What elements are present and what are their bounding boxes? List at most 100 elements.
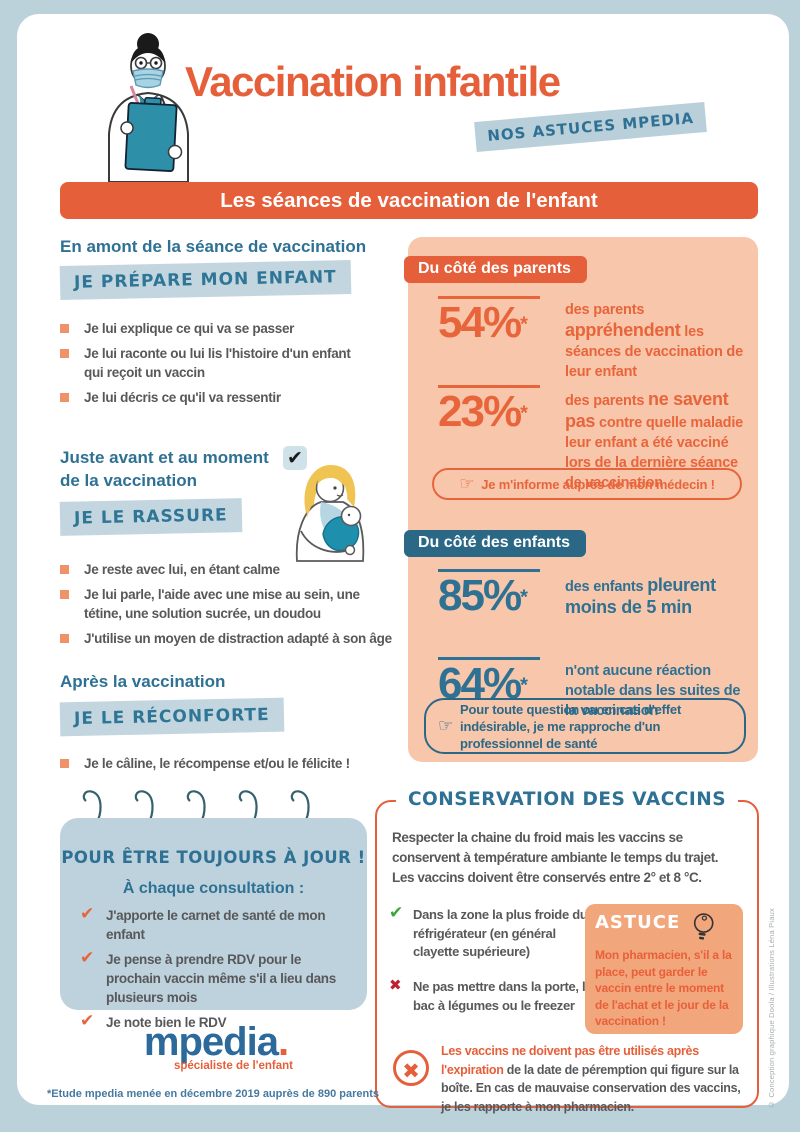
stat-text-strong: ne savent pas (565, 389, 729, 431)
reconforte-heading: Après la vaccination (60, 672, 226, 691)
do-item: ✔ Dans la zone la plus froide du réfrigé… (389, 904, 591, 962)
do-item-text: Dans la zone la plus froide du réfrigéra… (413, 907, 588, 959)
pill-text: Pour toute question ou en cas d'effet in… (460, 701, 682, 751)
stat-text-strong: pleurent (647, 575, 716, 595)
stat-text: n'ont aucune réaction notable dans les s… (565, 663, 741, 719)
astuce-title: ASTUCE (595, 912, 681, 933)
list-item: J'utilise un moyen de distraction adapté… (60, 629, 405, 648)
stat-value: 54% (438, 298, 522, 347)
bullet-square-icon (60, 759, 69, 768)
section-rassure: Juste avant et au moment de la vaccinati… (59, 446, 290, 536)
page: Vaccination infantile NOS ASTUCES MPEDIA… (17, 14, 789, 1114)
conservation-intro-part1: Respecter la chaine du froid mais les va… (392, 830, 719, 865)
conservation-intro-part2: Les vaccins doivent être conservés entre… (392, 870, 702, 885)
check-icon: ✔ (80, 1011, 94, 1031)
warning-text: Les vaccins ne doivent pas être utilisés… (441, 1042, 745, 1116)
list-item: Je reste avec lui, en étant calme (60, 560, 405, 579)
checklist-item-text: Je note bien le RDV (106, 1015, 227, 1030)
bullet-square-icon (60, 393, 69, 402)
pill-parents-advice: ☞ Je m'informe auprès de mon médecin ! (432, 468, 742, 500)
list-item-text: Je lui explique ce qui va se passer (84, 321, 295, 336)
rassure-heading: Juste avant et au moment de la vaccinati… (60, 446, 290, 492)
doctor-illustration (108, 33, 189, 182)
warning-text-strong: Les vaccins ne doivent pas être utilisés… (441, 1044, 699, 1077)
stat-text-strong-line2: moins de 5 min (565, 597, 692, 617)
uptodate-subtitle: À chaque consultation : (122, 880, 305, 897)
check-icon: ✔ (80, 904, 94, 924)
stat-23: 23%* (438, 385, 558, 434)
dont-item-text: Ne pas mettre dans la porte, le bac à lé… (413, 979, 593, 1013)
list-item: Je le câline, le récompense et/ou le fél… (60, 754, 390, 773)
check-icon: ✔ (80, 948, 94, 968)
list-item-text: Je lui décris ce qu'il va ressentir (84, 390, 281, 405)
stat-asterisk: * (520, 586, 528, 609)
stats-panel: Du côté des parents 54%* des parents app… (404, 237, 758, 762)
logo-wordmark: mpedia (143, 1020, 279, 1064)
study-footnote: *Etude mpedia menée en décembre 2019 aup… (47, 1088, 379, 1100)
lightbulb-icon (693, 913, 714, 940)
prepare-heading: En amont de la séance de vaccination (60, 237, 367, 256)
list-item-text: Je lui raconte ou lui lis l'histoire d'u… (84, 346, 351, 380)
stat-54: 54%* (438, 296, 558, 345)
uptodate-note: POUR ÊTRE TOUJOURS À JOUR ! À chaque con… (60, 818, 367, 1031)
checklist-item: ✔ Je pense à prendre RDV pour le prochain… (80, 948, 356, 1007)
stat-text-rest: contre quelle maladie leur enfant a été … (565, 415, 744, 491)
stat-54-text: des parents appréhendent les séances de … (565, 300, 747, 382)
mother-breastfeeding-illustration (295, 465, 365, 562)
prepare-highlight: JE PRÉPARE MON ENFANT (59, 259, 352, 301)
list-item-text: J'utilise un moyen de distraction adapté… (84, 631, 392, 646)
stat-text-strong: appréhendent (565, 320, 681, 340)
bullet-square-icon (60, 634, 69, 643)
stat-overline (438, 569, 540, 572)
badge-parents: Du côté des parents (404, 256, 587, 283)
stat-asterisk: * (520, 674, 528, 697)
section-rassure-list: Je reste avec lui, en étant calme Je lui… (60, 560, 412, 654)
stat-asterisk: * (520, 313, 528, 336)
credits-vertical-text: © Conception graphique Doola / Illustrat… (767, 908, 776, 1109)
dont-item: ✖ Ne pas mettre dans la porte, le bac à … (389, 976, 605, 1015)
badge-enfants: Du côté des enfants (404, 530, 587, 557)
conservation-intro: Respecter la chaine du froid mais les va… (392, 828, 750, 888)
stat-text-pre: des parents (565, 393, 649, 409)
list-item: Je lui explique ce qui va se passer (60, 319, 360, 338)
list-item-text: Je le câline, le récompense et/ou le fél… (84, 756, 350, 771)
list-item: Je lui parle, l'aide avec une mise au se… (60, 585, 399, 623)
stat-85-text: des enfants pleurent moins de 5 min (565, 575, 747, 617)
stat-64-text: n'ont aucune réaction notable dans les s… (565, 661, 751, 721)
pointing-hand-icon: ☞ (438, 715, 454, 736)
list-item: Je lui raconte ou lui lis l'histoire d'u… (60, 344, 360, 382)
stat-overline (438, 657, 540, 660)
stat-23-text: des parents ne savent pas contre quelle … (565, 389, 751, 493)
conservation-box: CONSERVATION DES VACCINS Respecter la ch… (375, 789, 759, 1114)
page-title: Vaccination infantile (185, 58, 561, 105)
checklist-item: ✔ Je note bien le RDV (80, 1011, 356, 1032)
pointing-hand-icon: ☞ (459, 473, 475, 494)
stat-overline (438, 385, 540, 388)
bullet-square-icon (60, 565, 69, 574)
bullet-square-icon (60, 590, 69, 599)
cross-red-icon: ✖ (389, 976, 402, 994)
section-reconforte: Après la vaccination JE LE RÉCONFORTE Je… (59, 670, 412, 779)
section-banner: Les séances de vaccination de l'enfant (60, 182, 758, 219)
ribbon-nos-astuces: NOS ASTUCES MPEDIA (474, 101, 708, 153)
list-item: Je lui décris ce qu'il va ressentir (60, 388, 360, 407)
mpedia-logo: mpedia. spécialiste de l'enfant (121, 1022, 311, 1072)
logo-dot: . (277, 1020, 289, 1064)
pill-text: Je m'informe auprès de mon médecin ! (481, 476, 715, 492)
bullet-square-icon (60, 324, 69, 333)
checklist-item: ✔ J'apporte le carnet de santé de mon enf… (80, 904, 356, 944)
uptodate-title: POUR ÊTRE TOUJOURS À JOUR ! (61, 848, 366, 867)
list-item-text: Je reste avec lui, en étant calme (84, 562, 280, 577)
stat-text-pre: des enfants (565, 579, 648, 595)
bullet-square-icon (60, 349, 69, 358)
stat-text-pre: des parents (565, 302, 645, 318)
pill-enfants-advice: ☞ Pour toute question ou en cas d'effet … (424, 698, 746, 754)
circle-cross-icon: ✖ (393, 1050, 429, 1086)
section-prepare: En amont de la séance de vaccination JE … (59, 235, 412, 413)
stat-text-rest: les séances de vaccination de leur enfan… (565, 324, 743, 380)
warning-text-rest: de la date de péremption qui figure sur … (441, 1062, 741, 1114)
rassure-heading-line1: Juste avant et au moment (60, 448, 269, 467)
rassure-highlight: JE LE RASSURE (59, 498, 243, 536)
stat-value: 23% (438, 387, 522, 436)
